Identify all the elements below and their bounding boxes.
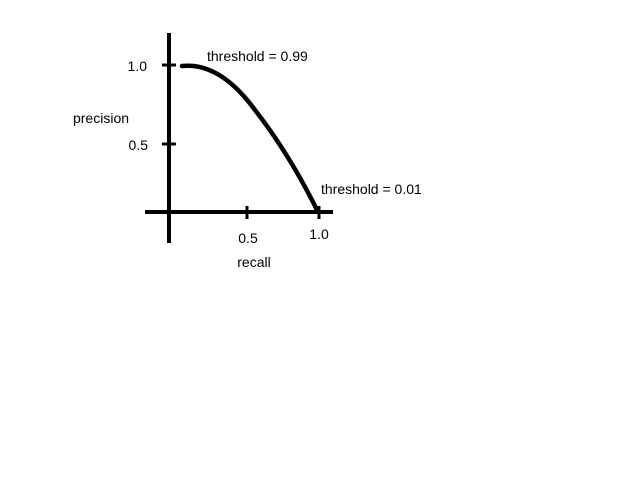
annotation-threshold-high: threshold = 0.99 [207,48,308,64]
x-axis-label: recall [237,254,270,270]
precision-recall-curve [179,63,321,215]
x-tick-label-0-5: 0.5 [238,230,258,246]
y-tick-label-0-5: 0.5 [129,137,149,153]
y-axis-label: precision [73,110,129,126]
y-tick-label-1-0: 1.0 [128,58,148,74]
x-tick-label-1-0: 1.0 [309,226,329,242]
annotation-threshold-low: threshold = 0.01 [321,181,422,197]
